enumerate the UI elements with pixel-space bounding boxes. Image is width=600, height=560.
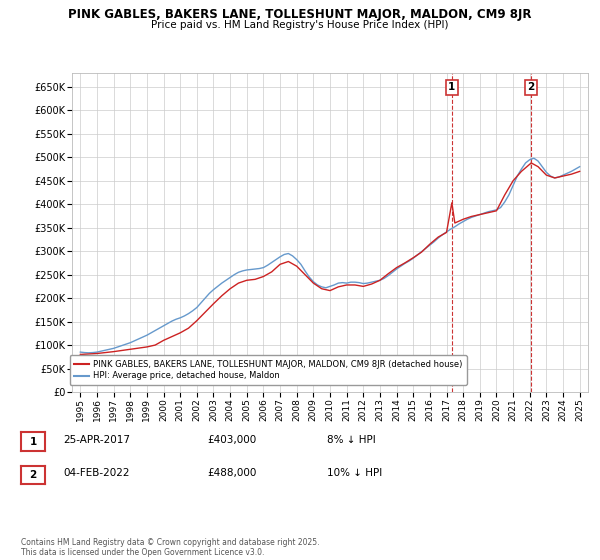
Text: £403,000: £403,000 [207,435,256,445]
Text: 10% ↓ HPI: 10% ↓ HPI [327,468,382,478]
Text: 1: 1 [448,82,455,92]
Legend: PINK GABLES, BAKERS LANE, TOLLESHUNT MAJOR, MALDON, CM9 8JR (detached house), HP: PINK GABLES, BAKERS LANE, TOLLESHUNT MAJ… [70,356,467,385]
Text: PINK GABLES, BAKERS LANE, TOLLESHUNT MAJOR, MALDON, CM9 8JR: PINK GABLES, BAKERS LANE, TOLLESHUNT MAJ… [68,8,532,21]
Text: Price paid vs. HM Land Registry's House Price Index (HPI): Price paid vs. HM Land Registry's House … [151,20,449,30]
Text: Contains HM Land Registry data © Crown copyright and database right 2025.
This d: Contains HM Land Registry data © Crown c… [21,538,320,557]
Text: 2: 2 [527,82,535,92]
Text: 1: 1 [29,437,37,446]
Text: 04-FEB-2022: 04-FEB-2022 [63,468,130,478]
Text: £488,000: £488,000 [207,468,256,478]
Text: 8% ↓ HPI: 8% ↓ HPI [327,435,376,445]
Text: 25-APR-2017: 25-APR-2017 [63,435,130,445]
Text: 2: 2 [29,470,37,480]
